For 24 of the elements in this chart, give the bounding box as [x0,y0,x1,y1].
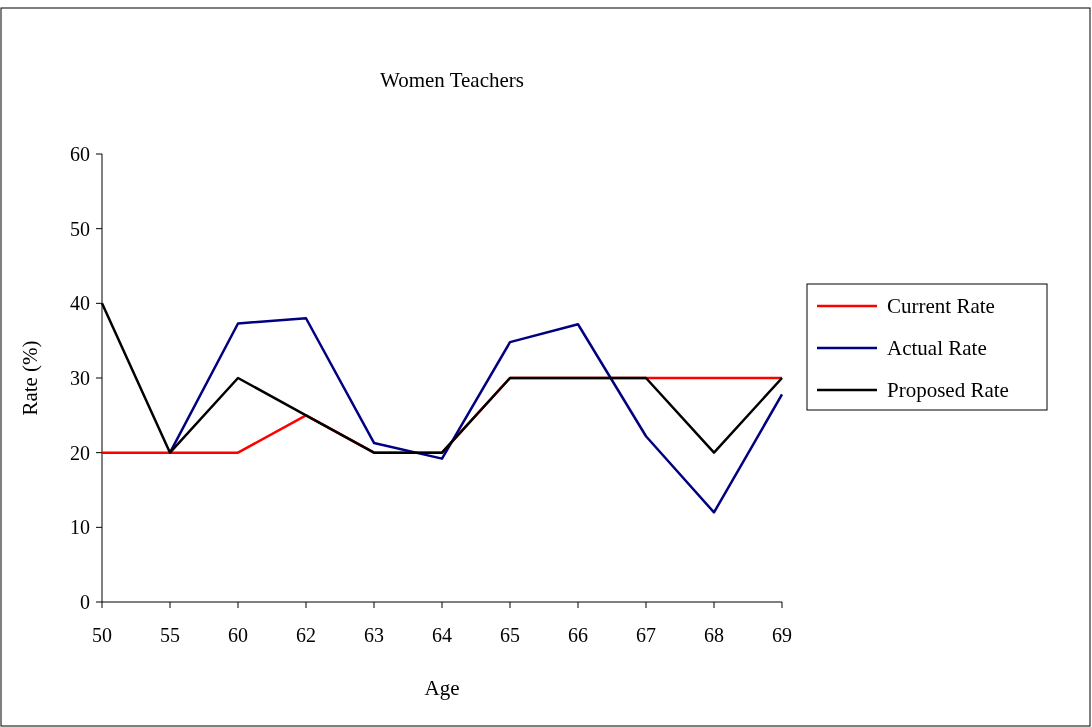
legend-label: Actual Rate [887,336,987,361]
legend-label: Current Rate [887,294,995,319]
y-axis-title: Rate (%) [18,340,42,416]
y-tick-label: 60 [70,143,90,165]
x-tick-label: 60 [228,624,248,646]
x-axis-title: Age [424,676,460,700]
y-tick-label: 30 [70,367,90,389]
x-tick-label: 64 [432,624,452,646]
x-tick-label: 63 [364,624,384,646]
y-tick-label: 10 [70,516,90,539]
x-tick-label: 55 [160,624,180,646]
x-tick-label: 50 [92,624,112,646]
x-tick-label: 69 [772,624,792,646]
y-tick-label: 50 [70,217,90,240]
x-tick-label: 68 [704,624,724,646]
chart-title: Women Teachers [380,68,524,92]
x-tick-label: 67 [636,624,656,646]
y-tick-label: 0 [80,591,90,613]
y-tick-label: 40 [70,292,90,315]
x-tick-label: 65 [500,624,520,646]
x-tick-label: 66 [568,624,588,646]
y-tick-label: 20 [70,441,90,464]
x-tick-label: 62 [296,624,316,646]
legend-label: Proposed Rate [887,378,1009,403]
